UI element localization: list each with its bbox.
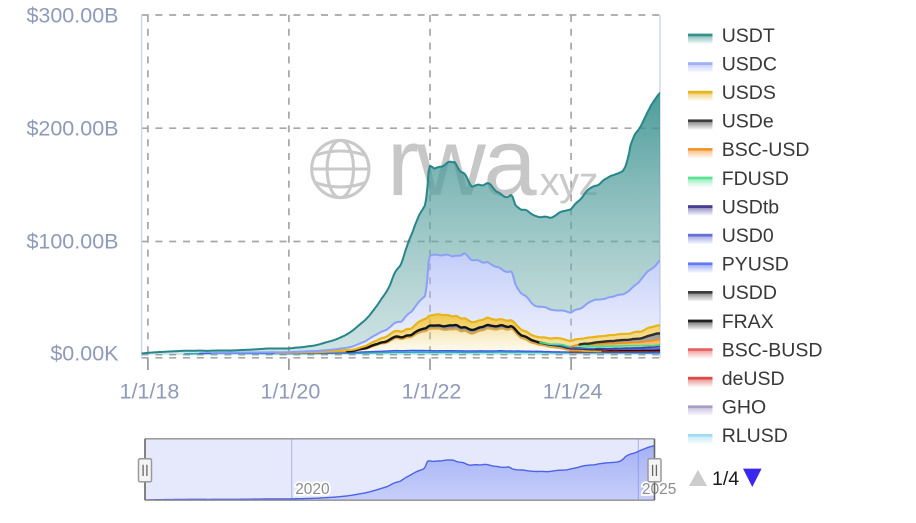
svg-text:$0.00K: $0.00K bbox=[50, 342, 119, 366]
svg-text:USDD: USDD bbox=[722, 282, 777, 304]
svg-text:USDT: USDT bbox=[722, 25, 775, 47]
svg-text:2025: 2025 bbox=[642, 481, 676, 498]
svg-text:RLUSD: RLUSD bbox=[722, 425, 788, 447]
svg-text:USDe: USDe bbox=[722, 111, 774, 133]
svg-text:USDC: USDC bbox=[722, 53, 777, 75]
svg-text:1/4: 1/4 bbox=[712, 468, 739, 490]
svg-text:FDUSD: FDUSD bbox=[722, 168, 789, 190]
svg-text:1/1/20: 1/1/20 bbox=[261, 380, 321, 404]
svg-text:deUSD: deUSD bbox=[722, 368, 785, 390]
svg-text:1/1/24: 1/1/24 bbox=[543, 380, 603, 404]
svg-text:$200.00B: $200.00B bbox=[26, 117, 118, 141]
svg-text:GHO: GHO bbox=[722, 397, 766, 419]
svg-text:$300.00B: $300.00B bbox=[26, 4, 118, 28]
svg-text:2020: 2020 bbox=[295, 481, 330, 498]
svg-text:1/1/18: 1/1/18 bbox=[120, 380, 180, 404]
svg-text:BSC-USD: BSC-USD bbox=[722, 139, 810, 161]
svg-text:USDtb: USDtb bbox=[722, 196, 780, 218]
svg-text:BSC-BUSD: BSC-BUSD bbox=[722, 339, 823, 361]
svg-text:1/1/22: 1/1/22 bbox=[402, 380, 462, 404]
svg-text:FRAX: FRAX bbox=[722, 311, 774, 333]
svg-text:USDS: USDS bbox=[722, 82, 776, 104]
svg-text:$100.00B: $100.00B bbox=[26, 230, 118, 254]
svg-text:USD0: USD0 bbox=[722, 225, 774, 247]
svg-text:PYUSD: PYUSD bbox=[722, 254, 789, 276]
